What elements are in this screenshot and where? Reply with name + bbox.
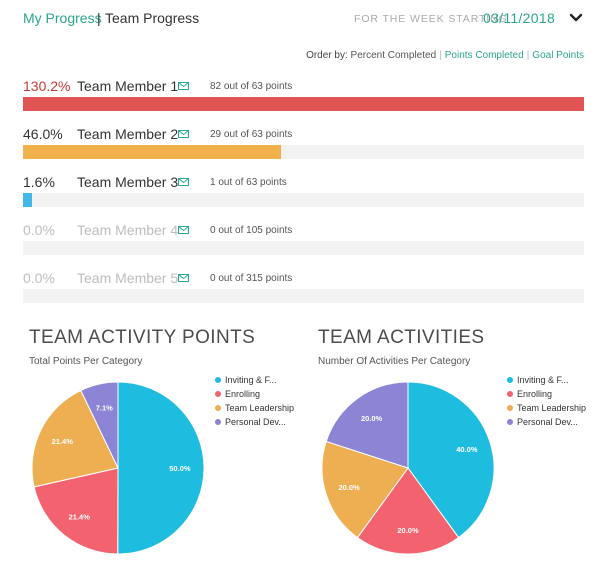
member-percent: 0.0% [23,270,55,286]
legend-swatch [215,377,221,383]
pie-slice-label: 50.0% [169,464,191,473]
member-name[interactable]: Team Member 2 [77,126,179,142]
progress-fill [23,193,32,207]
email-icon[interactable] [178,82,189,90]
order-divider: | [526,50,530,61]
pie-slice[interactable] [33,467,119,555]
member-points: 0 out of 105 points [210,225,293,236]
legend-swatch [507,405,513,411]
legend-swatch [215,391,221,397]
progress-fill [23,145,282,159]
legend-swatch [507,419,513,425]
order-goal-points[interactable]: Goal Points [532,50,584,61]
email-icon[interactable] [178,226,189,234]
activity-points-title: TEAM ACTIVITY POINTS [29,327,256,348]
legend-item[interactable]: Enrolling [215,389,294,403]
order-points-completed[interactable]: Points Completed [444,50,524,61]
legend-label: Personal Dev... [225,417,286,427]
week-label: FOR THE WEEK STARTING [354,13,508,25]
order-divider: | [439,50,442,61]
progress-track [23,97,584,111]
member-name[interactable]: Team Member 5 [77,270,179,286]
activities-title: TEAM ACTIVITIES [318,327,485,348]
pie-slice-label: 20.0% [397,526,419,535]
legend-item[interactable]: Inviting & F... [507,375,586,389]
member-row: 1.6% Team Member 3 1 out of 63 points [23,174,584,214]
legend-label: Team Leadership [517,403,587,413]
tab-separator: | [97,10,101,26]
progress-track [23,145,584,159]
activity-points-subtitle: Total Points Per Category [29,356,143,367]
legend-label: Inviting & F... [517,375,569,385]
chevron-down-icon[interactable] [567,9,585,27]
tab-my-progress[interactable]: My Progress [23,10,102,26]
pie-slice[interactable] [117,381,205,555]
legend-label: Personal Dev... [517,417,578,427]
pie-slice[interactable] [321,440,409,539]
member-name[interactable]: Team Member 1 [77,78,179,94]
pie-slice[interactable] [31,389,119,488]
legend-swatch [507,377,513,383]
tab-team-progress[interactable]: Team Progress [105,10,200,26]
member-name[interactable]: Team Member 3 [77,174,179,190]
progress-track [23,241,584,255]
activities-pie: 40.0% 20.0% 20.0% 20.0% [321,381,495,555]
pie-slice[interactable] [356,467,460,555]
member-row: 0.0% Team Member 5 0 out of 315 points [23,270,584,310]
member-points: 0 out of 315 points [210,273,293,284]
pie-slice-label: 40.0% [456,445,478,454]
pie-slice-label: 7.1% [96,404,113,413]
order-by-label: Order by: [306,50,348,61]
email-icon[interactable] [178,178,189,186]
member-row: 130.2% Team Member 1 82 out of 63 points [23,78,584,118]
pie-slice[interactable] [325,381,409,469]
legend-item[interactable]: Personal Dev... [215,417,294,431]
activity-points-legend: Inviting & F... Enrolling Team Leadership P… [215,375,294,431]
activities-subtitle: Number Of Activities Per Category [318,356,471,367]
progress-fill [23,97,584,111]
progress-track [23,289,584,303]
member-name[interactable]: Team Member 4 [77,222,179,238]
member-points: 29 out of 63 points [210,129,293,140]
pie-slice[interactable] [80,381,119,469]
member-row: 0.0% Team Member 4 0 out of 105 points [23,222,584,262]
legend-item[interactable]: Team Leadership [507,403,586,417]
legend-item[interactable]: Team Leadership [215,403,294,417]
member-percent: 130.2% [23,78,71,94]
legend-swatch [215,405,221,411]
pie-slice-label: 20.0% [361,414,383,423]
email-icon[interactable] [178,130,189,138]
member-points: 1 out of 63 points [210,177,287,188]
legend-label: Enrolling [225,389,261,399]
email-icon[interactable] [178,274,189,282]
legend-item[interactable]: Enrolling [507,389,586,403]
member-percent: 46.0% [23,126,63,142]
order-percent-completed[interactable]: Percent Completed [350,50,437,61]
pie-slice[interactable] [407,381,495,539]
member-row: 46.0% Team Member 2 29 out of 63 points [23,126,584,166]
legend-label: Team Leadership [225,403,295,413]
legend-label: Enrolling [517,389,553,399]
pie-slice-label: 21.4% [52,437,74,446]
activities-legend: Inviting & F... Enrolling Team Leadership P… [507,375,586,431]
week-date[interactable]: 03/11/2018 [483,10,556,26]
legend-swatch [215,419,221,425]
member-percent: 0.0% [23,222,55,238]
legend-item[interactable]: Personal Dev... [507,417,586,431]
pie-slice-label: 21.4% [69,512,91,521]
legend-item[interactable]: Inviting & F... [215,375,294,389]
activity-points-pie: 50.0% 21.4% 21.4% 7.1% [31,381,205,555]
legend-label: Inviting & F... [225,375,277,385]
progress-track [23,193,584,207]
order-by-bar: Order by: Percent Completed | Points Compl… [306,50,584,61]
legend-swatch [507,391,513,397]
member-percent: 1.6% [23,174,55,190]
member-points: 82 out of 63 points [210,81,293,92]
pie-slice-label: 20.0% [338,483,360,492]
